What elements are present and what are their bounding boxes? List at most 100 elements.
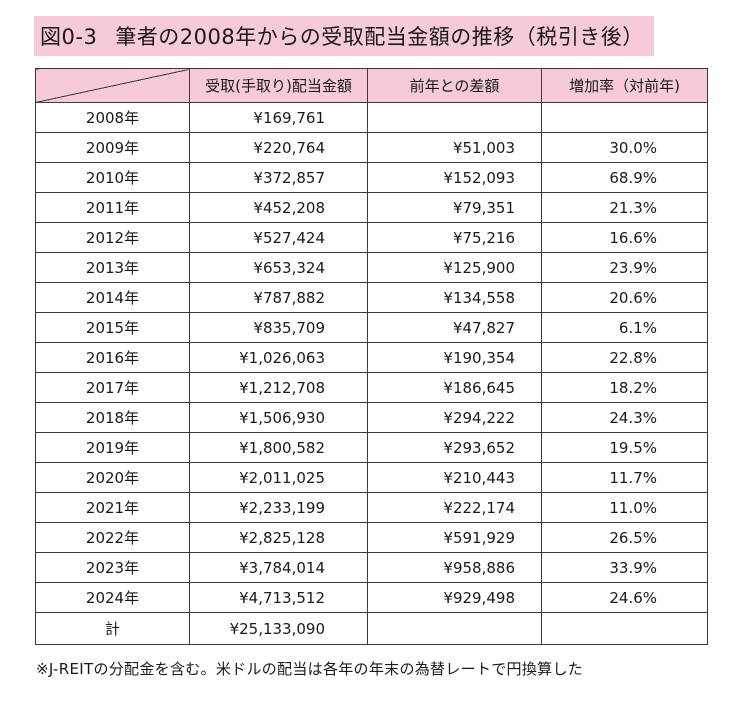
year-diff-cell: ¥190,354 bbox=[367, 342, 542, 373]
dividend-amount-cell: ¥4,713,512 bbox=[189, 582, 368, 613]
growth-rate-cell: 26.5% bbox=[541, 522, 708, 553]
year-diff-cell: ¥591,929 bbox=[367, 522, 542, 553]
growth-rate-cell: 6.1% bbox=[541, 312, 708, 343]
dividend-amount-cell: ¥1,026,063 bbox=[189, 342, 368, 373]
total-diff-cell bbox=[367, 612, 542, 645]
dividend-amount-cell: ¥2,233,199 bbox=[189, 492, 368, 523]
year-diff-cell: ¥186,645 bbox=[367, 372, 542, 403]
growth-rate-cell: 20.6% bbox=[541, 282, 708, 313]
dividend-amount-cell: ¥372,857 bbox=[189, 162, 368, 193]
growth-rate-cell: 19.5% bbox=[541, 432, 708, 463]
table-row: 2013年 ¥653,324 ¥125,900 23.9% bbox=[35, 252, 708, 283]
year-cell: 2014年 bbox=[35, 282, 190, 313]
dividend-amount-cell: ¥787,882 bbox=[189, 282, 368, 313]
table-row: 2022年 ¥2,825,128 ¥591,929 26.5% bbox=[35, 522, 708, 553]
year-diff-cell: ¥51,003 bbox=[367, 132, 542, 163]
year-diff-cell bbox=[367, 102, 542, 133]
table-row: 2014年 ¥787,882 ¥134,558 20.6% bbox=[35, 282, 708, 313]
year-cell: 2012年 bbox=[35, 222, 190, 253]
growth-rate-cell bbox=[541, 102, 708, 133]
growth-rate-cell: 11.7% bbox=[541, 462, 708, 493]
table-row: 2008年 ¥169,761 bbox=[35, 102, 708, 133]
table-row: 2021年 ¥2,233,199 ¥222,174 11.0% bbox=[35, 492, 708, 523]
total-row: 計 ¥25,133,090 bbox=[35, 612, 708, 645]
year-cell: 2019年 bbox=[35, 432, 190, 463]
table-header-row: 受取(手取り)配当金額 前年との差額 増加率（対前年) bbox=[35, 68, 708, 103]
dividend-amount-cell: ¥835,709 bbox=[189, 312, 368, 343]
table-body: 2008年 ¥169,761 2009年 ¥220,764 ¥51,003 30.0% 20… bbox=[35, 102, 708, 645]
table-row: 2009年 ¥220,764 ¥51,003 30.0% bbox=[35, 132, 708, 163]
year-diff-cell: ¥152,093 bbox=[367, 162, 542, 193]
dividend-amount-cell: ¥1,506,930 bbox=[189, 402, 368, 433]
table-row: 2012年 ¥527,424 ¥75,216 16.6% bbox=[35, 222, 708, 253]
year-diff-cell: ¥210,443 bbox=[367, 462, 542, 493]
dividend-amount-cell: ¥3,784,014 bbox=[189, 552, 368, 583]
year-cell: 2016年 bbox=[35, 342, 190, 373]
year-cell: 2010年 bbox=[35, 162, 190, 193]
dividend-amount-cell: ¥452,208 bbox=[189, 192, 368, 223]
dividend-amount-cell: ¥220,764 bbox=[189, 132, 368, 163]
total-amount-cell: ¥25,133,090 bbox=[189, 612, 368, 645]
dividend-amount-cell: ¥527,424 bbox=[189, 222, 368, 253]
table-row: 2010年 ¥372,857 ¥152,093 68.9% bbox=[35, 162, 708, 193]
year-cell: 2018年 bbox=[35, 402, 190, 433]
year-diff-cell: ¥134,558 bbox=[367, 282, 542, 313]
dividend-amount-cell: ¥1,800,582 bbox=[189, 432, 368, 463]
year-diff-cell: ¥293,652 bbox=[367, 432, 542, 463]
dividend-amount-cell: ¥1,212,708 bbox=[189, 372, 368, 403]
table-row: 2011年 ¥452,208 ¥79,351 21.3% bbox=[35, 192, 708, 223]
growth-rate-cell: 24.6% bbox=[541, 582, 708, 613]
header-dividend-amount: 受取(手取り)配当金額 bbox=[189, 68, 368, 103]
header-corner-cell bbox=[35, 68, 190, 103]
header-year-diff: 前年との差額 bbox=[367, 68, 542, 103]
year-diff-cell: ¥47,827 bbox=[367, 312, 542, 343]
year-cell: 2011年 bbox=[35, 192, 190, 223]
header-growth-rate: 増加率（対前年) bbox=[541, 68, 708, 103]
table-row: 2018年 ¥1,506,930 ¥294,222 24.3% bbox=[35, 402, 708, 433]
year-diff-cell: ¥222,174 bbox=[367, 492, 542, 523]
table-row: 2017年 ¥1,212,708 ¥186,645 18.2% bbox=[35, 372, 708, 403]
year-cell: 2013年 bbox=[35, 252, 190, 283]
figure-label: 図0-3 bbox=[40, 25, 98, 49]
year-diff-cell: ¥958,886 bbox=[367, 552, 542, 583]
table-row: 2020年 ¥2,011,025 ¥210,443 11.7% bbox=[35, 462, 708, 493]
year-cell: 2009年 bbox=[35, 132, 190, 163]
growth-rate-cell: 30.0% bbox=[541, 132, 708, 163]
year-diff-cell: ¥79,351 bbox=[367, 192, 542, 223]
year-cell: 2015年 bbox=[35, 312, 190, 343]
year-diff-cell: ¥75,216 bbox=[367, 222, 542, 253]
dividend-amount-cell: ¥2,825,128 bbox=[189, 522, 368, 553]
figure-title: 図0-3 筆者の2008年からの受取配当金額の推移（税引き後） bbox=[34, 16, 654, 56]
growth-rate-cell: 22.8% bbox=[541, 342, 708, 373]
year-diff-cell: ¥294,222 bbox=[367, 402, 542, 433]
year-cell: 2023年 bbox=[35, 552, 190, 583]
dividend-amount-cell: ¥2,011,025 bbox=[189, 462, 368, 493]
year-diff-cell: ¥125,900 bbox=[367, 252, 542, 283]
growth-rate-cell: 16.6% bbox=[541, 222, 708, 253]
footnote: ※J-REITの分配金を含む。米ドルの配当は各年の年末の為替レートで円換算した bbox=[36, 660, 584, 678]
growth-rate-cell: 11.0% bbox=[541, 492, 708, 523]
year-cell: 2021年 bbox=[35, 492, 190, 523]
total-rate-cell bbox=[541, 612, 708, 645]
table-row: 2024年 ¥4,713,512 ¥929,498 24.6% bbox=[35, 582, 708, 613]
growth-rate-cell: 23.9% bbox=[541, 252, 708, 283]
year-cell: 2017年 bbox=[35, 372, 190, 403]
growth-rate-cell: 18.2% bbox=[541, 372, 708, 403]
growth-rate-cell: 33.9% bbox=[541, 552, 708, 583]
table-row: 2015年 ¥835,709 ¥47,827 6.1% bbox=[35, 312, 708, 343]
year-cell: 2022年 bbox=[35, 522, 190, 553]
table-row: 2016年 ¥1,026,063 ¥190,354 22.8% bbox=[35, 342, 708, 373]
year-cell: 2008年 bbox=[35, 102, 190, 133]
year-diff-cell: ¥929,498 bbox=[367, 582, 542, 613]
growth-rate-cell: 21.3% bbox=[541, 192, 708, 223]
growth-rate-cell: 68.9% bbox=[541, 162, 708, 193]
dividend-amount-cell: ¥653,324 bbox=[189, 252, 368, 283]
year-cell: 2024年 bbox=[35, 582, 190, 613]
table-row: 2019年 ¥1,800,582 ¥293,652 19.5% bbox=[35, 432, 708, 463]
figure-title-text: 筆者の2008年からの受取配当金額の推移（税引き後） bbox=[115, 25, 644, 49]
growth-rate-cell: 24.3% bbox=[541, 402, 708, 433]
year-cell: 2020年 bbox=[35, 462, 190, 493]
dividend-amount-cell: ¥169,761 bbox=[189, 102, 368, 133]
dividend-table: 受取(手取り)配当金額 前年との差額 増加率（対前年) 2008年 ¥169,76… bbox=[35, 68, 708, 645]
table-row: 2023年 ¥3,784,014 ¥958,886 33.9% bbox=[35, 552, 708, 583]
